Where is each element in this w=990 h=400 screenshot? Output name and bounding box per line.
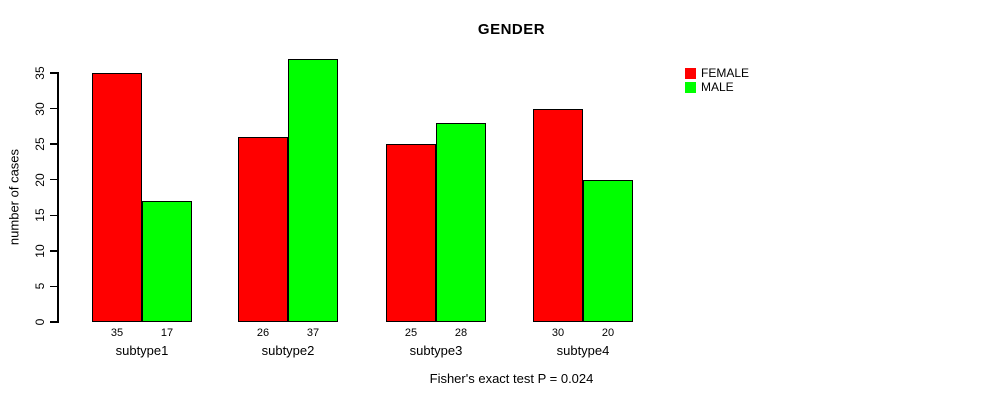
female-bar-subtype4 [533, 108, 583, 322]
male-bar-subtype1 [142, 201, 192, 322]
female-bar-subtype1 [92, 73, 142, 322]
legend-row-female: FEMALE [685, 66, 749, 80]
y-tick-label: 30 [33, 101, 47, 116]
y-tick [50, 250, 58, 252]
male-bar-subtype2 [288, 58, 338, 322]
female-legend-swatch [685, 67, 696, 79]
y-axis-title: number of cases [6, 148, 22, 246]
bar-value-label: 28 [454, 327, 468, 339]
male-legend-swatch [685, 81, 696, 93]
male-bar-subtype4 [583, 179, 633, 322]
y-tick [50, 321, 58, 323]
y-tick [50, 285, 58, 288]
bar-value-label: 26 [256, 327, 270, 339]
male-legend-label: MALE [701, 80, 734, 94]
category-label-subtype3: subtype3 [409, 343, 463, 358]
y-tick-label: 15 [33, 208, 47, 222]
category-label-subtype4: subtype4 [556, 343, 610, 358]
bar-value-label: 25 [404, 327, 418, 339]
legend-row-male: MALE [685, 80, 749, 94]
y-tick-label: 20 [33, 173, 47, 187]
y-tick [50, 178, 58, 181]
y-tick-label: 10 [33, 244, 47, 258]
bar-value-label: 20 [601, 327, 615, 339]
y-tick [50, 214, 58, 217]
bar-value-label: 30 [551, 327, 565, 339]
y-tick-label: 25 [33, 137, 47, 151]
y-tick-label: 0 [33, 318, 47, 326]
y-tick [50, 143, 58, 145]
female-bar-subtype2 [238, 137, 288, 322]
legend: FEMALE MALE [685, 66, 749, 94]
bar-value-label: 17 [160, 327, 174, 339]
female-legend-label: FEMALE [701, 66, 750, 80]
y-tick-label: 5 [33, 283, 47, 290]
male-bar-subtype3 [436, 122, 486, 322]
y-tick [50, 107, 58, 110]
bar-value-label: 35 [110, 327, 124, 339]
y-axis-line [57, 72, 59, 323]
caption-text: Fisher's exact test P = 0.024 [429, 371, 594, 386]
bar-value-label: 37 [306, 327, 320, 339]
female-bar-subtype3 [386, 144, 436, 322]
y-tick [50, 72, 58, 74]
category-label-subtype2: subtype2 [261, 343, 315, 358]
chart-title: GENDER [477, 21, 546, 38]
category-label-subtype1: subtype1 [115, 343, 169, 358]
y-tick-label: 35 [33, 66, 47, 80]
